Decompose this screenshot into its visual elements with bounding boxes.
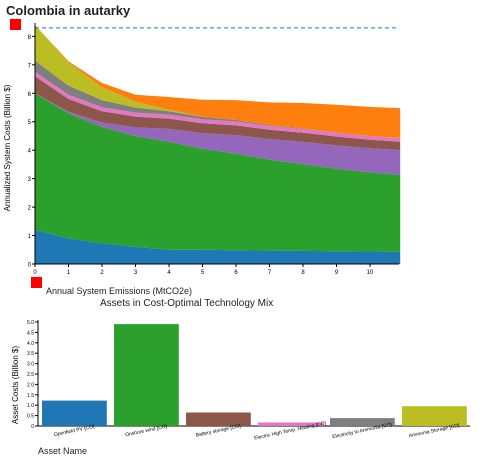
area-series-purple	[35, 93, 401, 175]
area-series-blue	[35, 229, 401, 264]
bar-y-axis-label: Asset Costs (Billion $)	[11, 346, 20, 425]
area-x-tick-label: 4	[167, 270, 171, 276]
area-x-tick-label: 0	[33, 270, 37, 276]
stacked-area-chart: 0 1 2 3 4 5 6 7 8 0 1 2 3 4 5 6 7 8 9 10 Annualized System …	[3, 23, 401, 276]
bar-3[interactable]	[258, 422, 323, 427]
area-y-tick-label: 4	[28, 149, 32, 155]
bar-y-tick-label: 0	[31, 424, 34, 430]
drag-handle-bottom[interactable]	[31, 277, 42, 288]
page-title: Colombia in autarky	[6, 3, 131, 18]
bar-y-tick-label: 5.0	[27, 320, 34, 326]
bar-chart-title: Assets in Cost-Optimal Technology Mix	[100, 298, 274, 309]
bar-y-tick-label: 2.5	[27, 372, 34, 378]
area-x-tick-label: 6	[234, 270, 238, 276]
area-axes: 0 1 2 3 4 5 6 7 8 0 1 2 3 4 5 6 7 8 9 10	[28, 23, 399, 276]
area-x-tick-label: 3	[134, 270, 138, 276]
area-y-tick-label: 2	[28, 206, 32, 212]
bar-y-tick-label: 0.5	[27, 414, 34, 420]
area-x-tick-label: 10	[367, 270, 374, 276]
area-x-tick-label: 7	[268, 270, 272, 276]
bar-y-tick-label: 1.5	[27, 393, 34, 399]
drag-handle-top[interactable]	[10, 19, 21, 30]
bar-y-tick-label: 4.0	[27, 341, 34, 347]
area-x-tick-label: 9	[335, 270, 339, 276]
area-y-tick-label: 3	[28, 177, 32, 183]
area-y-tick-label: 5	[28, 120, 32, 126]
area-layers	[35, 25, 401, 264]
bar-2[interactable]	[186, 412, 251, 427]
bar-1[interactable]	[114, 324, 179, 426]
area-series-green	[35, 93, 401, 252]
bar-4[interactable]	[330, 418, 395, 426]
area-x-tick-label: 8	[301, 270, 305, 276]
area-x-tick-label: 5	[201, 270, 205, 276]
bar-x-axis-label: Asset Name	[38, 446, 88, 456]
area-y-tick-label: 7	[28, 63, 32, 69]
area-x-tick-label: 1	[67, 270, 71, 276]
area-series-brown	[35, 76, 401, 151]
bar-y-tick-label: 1.0	[27, 403, 34, 409]
bar-y-tick-label: 2.0	[27, 382, 34, 388]
bar-axes: 0 0.5 1.0 1.5 2.0 2.5 3.0 3.5 4.0 4.5 5.0	[27, 320, 470, 430]
bar-0[interactable]	[42, 400, 107, 426]
area-y-axis-label: Annualized System Costs (Billion $)	[3, 84, 12, 211]
bar-y-tick-label: 3.5	[27, 351, 34, 357]
area-y-tick-label: 0	[28, 263, 32, 269]
area-x-axis-label: Annual System Emissions (MtCO2e)	[46, 286, 193, 296]
bar-y-tick-label: 4.5	[27, 330, 34, 336]
area-y-tick-label: 1	[28, 234, 32, 240]
area-series-orange	[35, 25, 401, 138]
area-y-tick-label: 6	[28, 92, 32, 98]
area-x-tick-label: 2	[100, 270, 104, 276]
bar-y-tick-label: 3.0	[27, 362, 34, 368]
bar-5[interactable]	[402, 406, 467, 426]
area-y-tick-label: 8	[28, 35, 32, 41]
bar-bars	[42, 324, 467, 426]
